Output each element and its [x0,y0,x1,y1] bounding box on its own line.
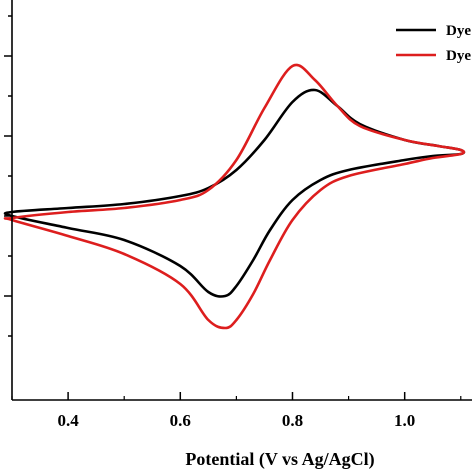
x-axis-ticks: 0.4 0.6 0.8 1.0 [11,392,462,430]
legend-label-1: Dye [446,23,471,39]
x-tick-label: 0.6 [170,411,191,430]
legend: Dye Dye [396,23,471,64]
plot-axes [11,0,472,401]
x-tick-label: 0.8 [282,411,303,430]
plot-curves [3,63,466,330]
series-line-1 [3,88,466,298]
x-tick-label: 1.0 [394,411,415,430]
series-line-2 [3,63,466,330]
x-tick-label: 0.4 [57,411,79,430]
legend-label-2: Dye [446,48,471,64]
y-axis-ticks [4,15,12,337]
x-axis-title: Potential (V vs Ag/AgCl) [185,449,374,470]
